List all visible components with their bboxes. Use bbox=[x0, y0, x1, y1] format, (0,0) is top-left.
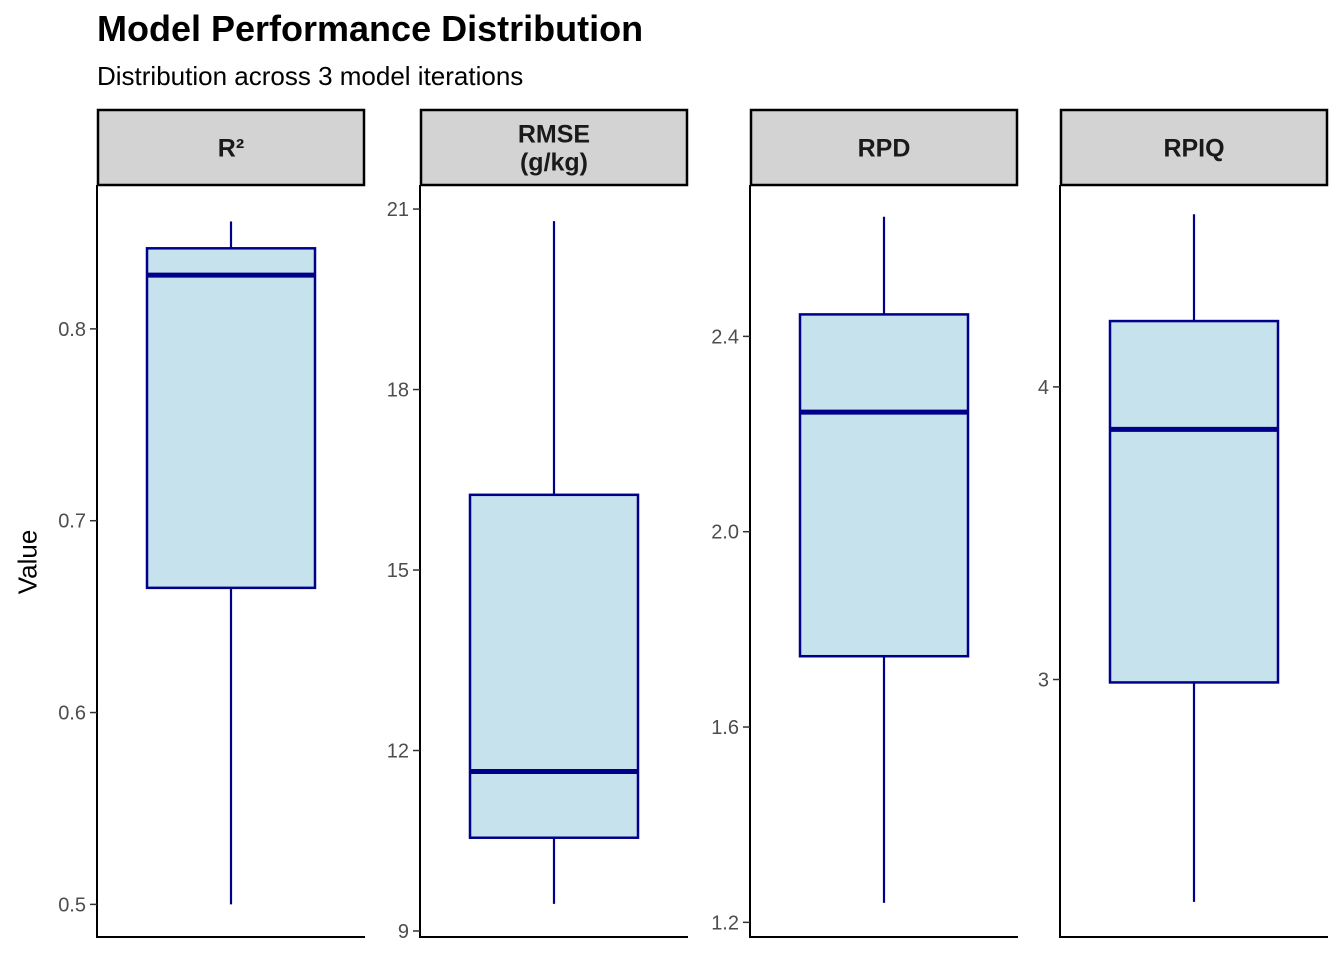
y-tick-label: 0.8 bbox=[58, 319, 86, 341]
y-tick-label: 12 bbox=[387, 741, 409, 763]
y-tick-label: 1.6 bbox=[711, 717, 739, 739]
y-tick-label: 0.7 bbox=[58, 511, 86, 533]
y-tick-label: 18 bbox=[387, 380, 409, 402]
facet-panel-1: RMSE(g/kg) 9 12 15 18 21 bbox=[387, 108, 689, 943]
y-tick-label: 3 bbox=[1038, 670, 1049, 692]
facet-panel-0: R² 0.5 0.6 0.7 0.8 bbox=[58, 108, 366, 938]
facet-strip-label: R² bbox=[218, 135, 244, 163]
chart-title: Model Performance Distribution bbox=[97, 8, 644, 49]
y-tick-label: 2.4 bbox=[711, 326, 739, 348]
y-tick-label: 1.2 bbox=[711, 912, 739, 934]
facet-panel-3: RPIQ 3 4 bbox=[1038, 108, 1329, 938]
facet-strip bbox=[96, 108, 366, 187]
facet-panel-2: RPD 1.2 1.6 2.0 2.4 bbox=[711, 108, 1019, 938]
y-tick-label: 2.0 bbox=[711, 522, 739, 544]
facet-strip-label: RPIQ bbox=[1163, 135, 1224, 163]
box-iqr bbox=[468, 493, 640, 839]
facet-strip bbox=[419, 108, 689, 187]
y-tick-label: 4 bbox=[1038, 377, 1049, 399]
facet-strip bbox=[1059, 108, 1329, 187]
facet-strip bbox=[749, 108, 1019, 187]
facet-strip-label: RPD bbox=[858, 135, 911, 163]
facet-strip-label: (g/kg) bbox=[520, 149, 588, 177]
y-tick-label: 21 bbox=[387, 199, 409, 221]
y-tick-label: 15 bbox=[387, 560, 409, 582]
facet-strip-label: RMSE bbox=[518, 121, 590, 149]
box-iqr bbox=[1108, 319, 1280, 684]
y-tick-label: 9 bbox=[398, 921, 409, 943]
y-tick-label: 0.6 bbox=[58, 703, 86, 725]
y-tick-label: 0.5 bbox=[58, 894, 86, 916]
box-iqr bbox=[145, 247, 317, 590]
chart-subtitle: Distribution across 3 model iterations bbox=[97, 61, 524, 91]
box-iqr bbox=[798, 313, 970, 658]
